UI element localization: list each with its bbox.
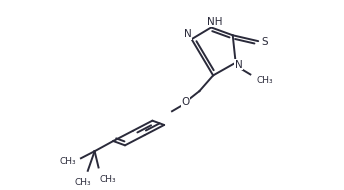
Text: CH₃: CH₃ [75,178,91,187]
Text: S: S [261,36,268,47]
Text: N: N [184,29,192,39]
Text: CH₃: CH₃ [256,76,273,85]
Text: CH₃: CH₃ [59,157,76,166]
Text: N: N [235,60,243,70]
Text: CH₃: CH₃ [99,175,116,184]
Text: NH: NH [207,17,223,27]
Text: O: O [182,97,190,107]
